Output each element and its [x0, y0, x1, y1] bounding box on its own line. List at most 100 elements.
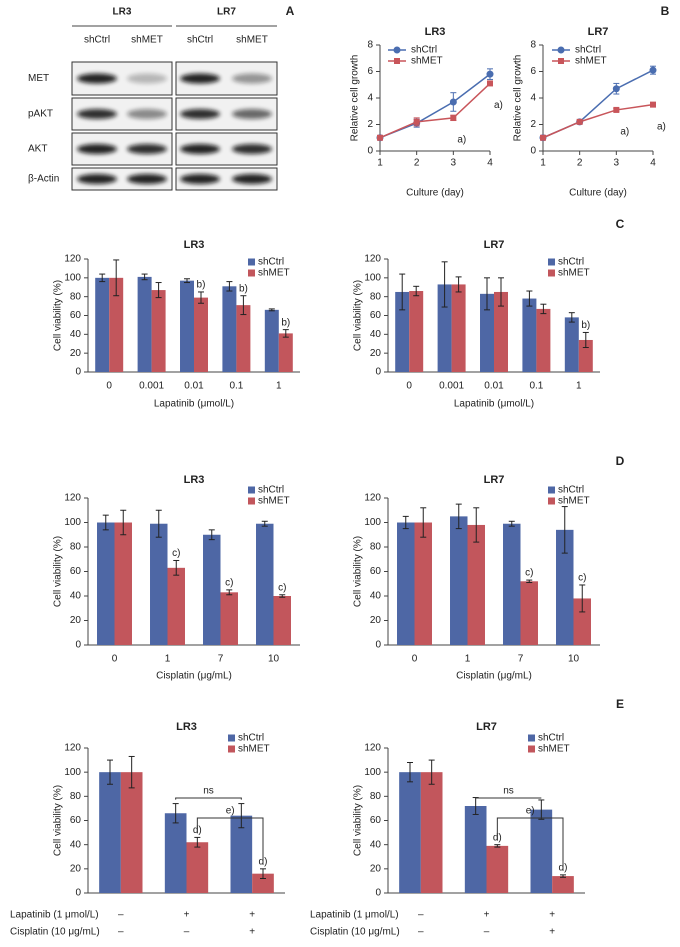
- y-tick-label: 40: [370, 591, 382, 602]
- bar: [222, 286, 237, 372]
- annotation: c): [225, 578, 233, 589]
- y-tick-label: 100: [364, 517, 381, 528]
- blot-band: [180, 73, 220, 84]
- bar: [578, 339, 593, 372]
- blot-row-label: MET: [28, 73, 49, 84]
- x-tick-label: 1: [377, 158, 383, 169]
- bar: [467, 524, 485, 645]
- legend-label: shCtrl: [258, 257, 284, 268]
- legend-marker: [393, 46, 401, 54]
- data-point: [649, 66, 657, 74]
- x-tick-label: 1: [276, 381, 282, 392]
- annotation: c): [578, 573, 586, 584]
- condition-label: Cisplatin (10 μg/mL): [10, 927, 100, 938]
- bar: [180, 280, 194, 372]
- bar: [399, 772, 421, 893]
- bar: [252, 873, 274, 893]
- panel-label: A: [286, 4, 295, 18]
- y-tick-label: 60: [70, 310, 82, 321]
- data-point: [413, 118, 420, 125]
- x-tick-label: 1: [465, 654, 471, 665]
- x-tick-label: 3: [451, 158, 457, 169]
- blot-band: [127, 109, 167, 119]
- y-tick-label: 100: [364, 272, 381, 283]
- y-tick-label: 0: [375, 367, 381, 378]
- y-tick-label: 80: [370, 291, 382, 302]
- y-tick-label: 20: [370, 615, 382, 626]
- y-tick-label: 120: [64, 743, 81, 754]
- bracket-label: e): [526, 806, 535, 817]
- blot-band: [127, 73, 167, 84]
- y-tick-label: 0: [530, 146, 536, 157]
- legend-swatch: [248, 497, 255, 505]
- legend-swatch: [548, 258, 555, 266]
- x-tick-label: 0.1: [529, 381, 543, 392]
- bar: [450, 516, 468, 645]
- y-tick-label: 100: [364, 767, 381, 778]
- condition-value: +: [249, 927, 255, 938]
- legend-label: shCtrl: [538, 733, 564, 744]
- bar: [420, 772, 443, 893]
- y-axis-label: Relative cell growth: [350, 55, 361, 142]
- bracket-label: e): [226, 806, 235, 817]
- x-tick-label: 1: [540, 158, 546, 169]
- blot-row-label: β-Actin: [28, 174, 59, 185]
- condition-value: +: [484, 910, 490, 921]
- bar: [203, 534, 221, 645]
- y-tick-label: 40: [370, 329, 382, 340]
- bar: [503, 523, 521, 645]
- bar: [220, 592, 238, 645]
- blot-band: [232, 73, 272, 84]
- data-point: [612, 85, 620, 93]
- bar: [236, 305, 251, 372]
- y-axis-label: Cell viability (%): [353, 536, 364, 607]
- annotation: b): [281, 317, 290, 328]
- bracket: [496, 817, 564, 871]
- x-tick-label: 4: [650, 158, 656, 169]
- y-tick-label: 8: [367, 40, 373, 51]
- blot-lane: shCtrl: [187, 35, 213, 46]
- y-tick-label: 80: [370, 542, 382, 553]
- bar: [564, 317, 579, 372]
- condition-value: +: [549, 910, 555, 921]
- bar: [395, 291, 410, 372]
- y-tick-label: 20: [370, 348, 382, 359]
- y-tick-label: 120: [364, 493, 381, 504]
- x-tick-label: 0: [112, 654, 118, 665]
- condition-value: –: [418, 927, 424, 938]
- y-tick-label: 6: [367, 66, 373, 77]
- panel-label: E: [616, 697, 624, 711]
- y-tick-label: 2: [530, 119, 536, 130]
- legend-marker: [558, 58, 564, 64]
- x-tick-label: 0: [406, 381, 412, 392]
- x-axis-label: Cisplatin (μg/mL): [456, 671, 532, 682]
- y-axis-label: Cell viability (%): [53, 785, 64, 856]
- legend-label: shCtrl: [558, 257, 584, 268]
- condition-value: –: [118, 927, 124, 938]
- legend-label: shCtrl: [258, 485, 284, 496]
- y-tick-label: 20: [70, 615, 82, 626]
- annotation: a): [657, 121, 666, 132]
- bracket: [175, 797, 242, 800]
- bar: [522, 298, 537, 372]
- blot-band: [127, 174, 167, 184]
- y-tick-label: 0: [367, 146, 373, 157]
- x-tick-label: 3: [614, 158, 620, 169]
- y-axis-label: Relative cell growth: [513, 55, 524, 142]
- x-tick-label: 4: [487, 158, 493, 169]
- bar: [397, 522, 415, 645]
- chart-title: LR3: [184, 239, 205, 251]
- bar: [120, 772, 143, 893]
- bar: [167, 567, 185, 645]
- series-line: [542, 103, 654, 139]
- legend-label: shMET: [538, 744, 570, 755]
- bar: [114, 522, 132, 645]
- blot-row-label: pAKT: [28, 109, 53, 120]
- y-axis-label: Cell viability (%): [53, 280, 64, 351]
- x-tick-label: 0: [106, 381, 112, 392]
- x-axis-label: Lapatinib (μmol/L): [154, 399, 234, 410]
- x-tick-label: 7: [218, 654, 224, 665]
- legend-swatch: [248, 269, 255, 277]
